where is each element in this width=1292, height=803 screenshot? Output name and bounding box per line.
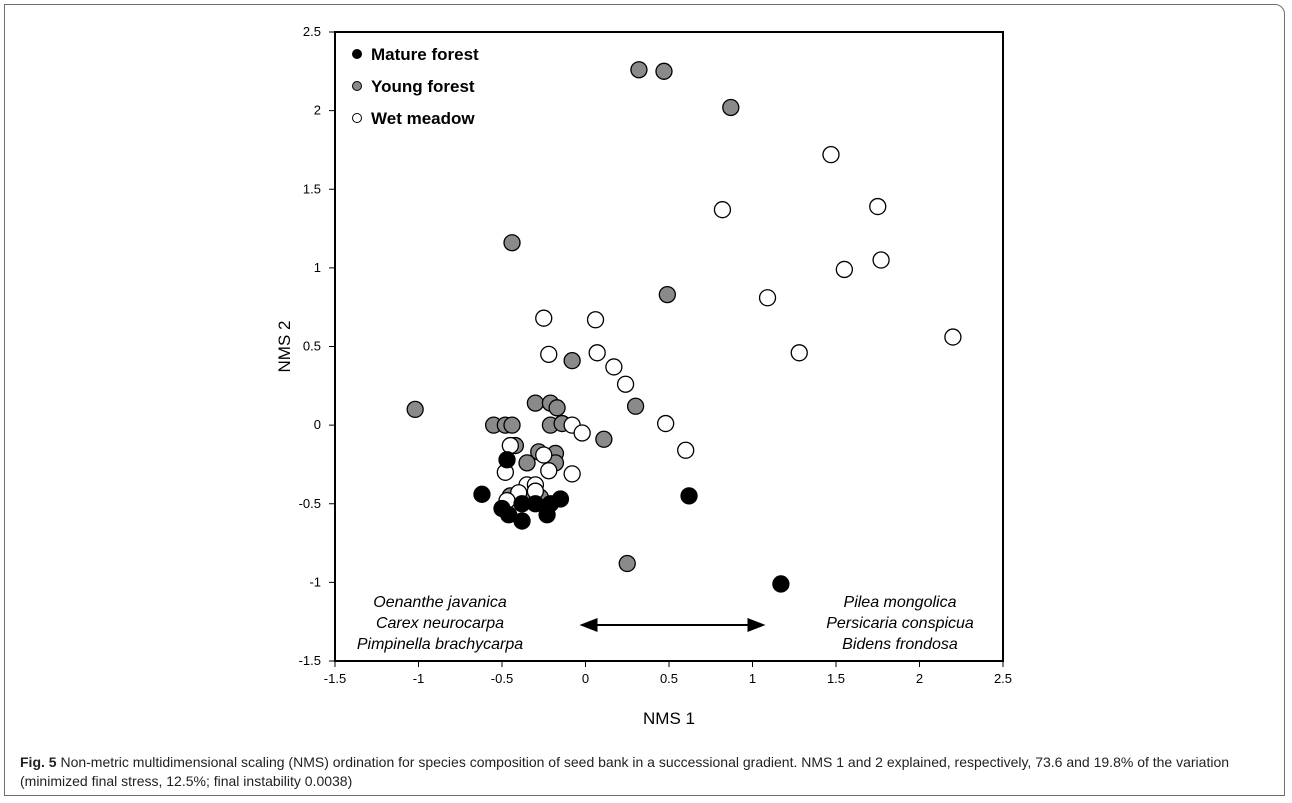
wet-meadow-point [540, 462, 558, 480]
caption-text: Non-metric multidimensional scaling (NMS… [20, 754, 1230, 789]
young-forest-point [626, 397, 645, 415]
young-forest-point [518, 454, 536, 472]
legend-label-mature-forest: Mature forest [371, 45, 479, 64]
mature-forest-point [551, 490, 570, 508]
figure-caption: Fig. 5 Non-metric multidimensional scali… [20, 753, 1280, 791]
wet-meadow-point [758, 289, 777, 307]
wet-meadow-point [535, 309, 553, 327]
wet-meadow-point [616, 375, 635, 393]
y-axis-title: NMS 2 [275, 321, 294, 373]
wet-meadow-point [822, 146, 840, 164]
left-species-label: Pimpinella brachycarpa [357, 636, 523, 653]
annotations: Oenanthe javanica Carex neurocarpa Pimpine… [357, 594, 974, 653]
young-forest-point [406, 400, 424, 419]
y-tick-label: 2 [314, 103, 321, 118]
young-forest-point [563, 352, 581, 370]
y-tick-label: -0.5 [299, 496, 321, 511]
young-forest-point [630, 61, 648, 79]
young-forest-point [655, 62, 673, 80]
x-tick-label: 2 [916, 671, 923, 686]
young-forest-point [658, 285, 676, 304]
left-species-label: Oenanthe javanica [373, 594, 507, 611]
wet-meadow-point [869, 197, 887, 216]
wet-meadow-point [835, 260, 853, 279]
left-species-label: Carex neurocarpa [376, 615, 504, 632]
young-forest-point [618, 554, 636, 573]
mature-forest-point [498, 451, 516, 469]
right-species-label: Persicaria conspicua [826, 615, 974, 632]
wet-meadow-point [586, 311, 605, 329]
y-tick-label: 2.5 [303, 24, 321, 39]
x-tick-label: 0.5 [660, 671, 678, 686]
wet-meadow-point [677, 441, 695, 459]
wet-meadow-point [605, 358, 623, 376]
wet-meadow-point [501, 436, 520, 455]
nms-scatter-chart: -1.5 -1 -0.5 0 0.5 1 1.5 2 2.5 -1.5 -1 -0.5 0 0.5 1 1.5… [275, 24, 1012, 728]
mature-forest-point [772, 575, 790, 593]
young-forest-point [548, 399, 566, 417]
wet-meadow-point [657, 414, 675, 433]
mature-forest-point [680, 487, 698, 505]
arrow-head-right-icon [747, 618, 766, 632]
mature-forest-point [473, 485, 491, 503]
right-species-label: Pilea mongolica [844, 594, 957, 611]
young-forest-point [503, 234, 521, 252]
wet-meadow-point [563, 465, 581, 483]
figure-frame [4, 4, 1285, 796]
x-tick-label: 1.5 [827, 671, 845, 686]
young-forest-point [722, 98, 740, 117]
legend-marker-wet-meadow [352, 113, 362, 123]
wet-meadow-point [790, 344, 808, 362]
young-forest-point [526, 394, 545, 412]
arrow-head-left-icon [579, 618, 598, 632]
x-tick-label: 1 [749, 671, 756, 686]
legend-label-young-forest: Young forest [371, 77, 475, 96]
legend-marker-mature-forest [352, 49, 362, 59]
x-tick-label: 2.5 [994, 671, 1012, 686]
x-tick-label: -0.5 [491, 671, 513, 686]
data-points [406, 61, 962, 593]
wet-meadow-point [944, 328, 962, 346]
x-axis-title: NMS 1 [643, 709, 695, 728]
y-tick-label: 0 [314, 417, 321, 432]
x-tick-label: 0 [582, 671, 589, 686]
wet-meadow-point [872, 251, 890, 269]
wet-meadow-point [588, 344, 606, 362]
y-tick-label: 0.5 [303, 339, 321, 354]
young-forest-point [595, 430, 613, 448]
y-tick-label: 1 [314, 260, 321, 275]
legend: Mature forest Young forest Wet meadow [352, 45, 479, 128]
caption-label: Fig. 5 [20, 754, 57, 770]
axis-ticks: -1.5 -1 -0.5 0 0.5 1 1.5 2 2.5 -1.5 -1 -0.5 0 0.5 1 1.5… [299, 24, 1012, 686]
legend-label-wet-meadow: Wet meadow [371, 109, 475, 128]
y-tick-label: 1.5 [303, 181, 321, 196]
x-tick-label: -1 [413, 671, 425, 686]
mature-forest-point [513, 512, 531, 530]
wet-meadow-point [540, 345, 558, 364]
wet-meadow-point [713, 201, 732, 219]
right-species-label: Bidens frondosa [842, 636, 958, 653]
y-tick-label: -1 [309, 574, 321, 589]
y-tick-label: -1.5 [299, 653, 321, 668]
wet-meadow-point [573, 424, 591, 442]
legend-marker-young-forest [352, 81, 362, 91]
x-tick-label: -1.5 [324, 671, 346, 686]
wet-meadow-point [535, 446, 553, 464]
young-forest-point [503, 416, 521, 434]
plot-area [334, 31, 1004, 662]
